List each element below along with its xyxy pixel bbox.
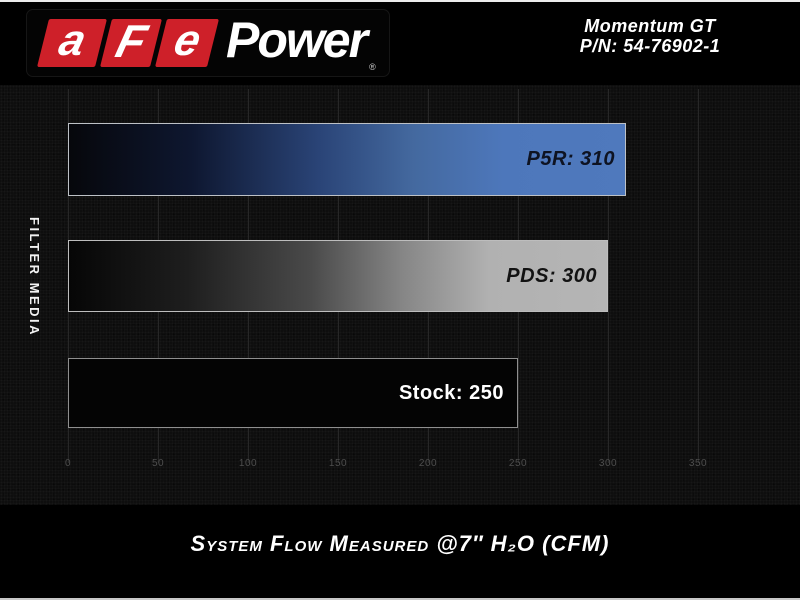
- product-info: Momentum GT P/N: 54-76902-1: [520, 16, 780, 56]
- logo-letter-a: a: [54, 16, 91, 65]
- gridline: [698, 89, 699, 463]
- footer: System Flow Measured @7″ H₂O (CFM): [0, 505, 800, 600]
- gridline: [608, 89, 609, 463]
- x-axis-ticks: 0 50 100 150 200 250 300 350: [64, 458, 768, 474]
- chart-caption: System Flow Measured @7″ H₂O (CFM): [190, 531, 610, 556]
- logo-letter-e: e: [169, 16, 206, 65]
- x-tick-label: 200: [418, 458, 438, 469]
- bar-label-p5r: P5R: 310: [526, 148, 615, 170]
- bar-label-pds: PDS: 300: [506, 264, 597, 287]
- x-tick-label: 350: [688, 458, 708, 469]
- plot-area: P5R: 310 PDS: 300 Stock: 250 0 50 100 150 20…: [64, 85, 768, 505]
- logo-power-text: Power: [226, 12, 368, 68]
- logo-red-segment: a: [37, 16, 107, 67]
- top-edge-line: [0, 0, 800, 2]
- bottom-edge-line: [0, 598, 800, 600]
- logo-letter-f: F: [110, 15, 153, 67]
- afe-power-logo: a F e Power ®: [26, 9, 390, 77]
- registered-trademark-icon: ®: [369, 62, 376, 72]
- bar-p5r: P5R: 310: [68, 123, 626, 196]
- x-tick-label: 250: [508, 458, 528, 469]
- flow-bar-chart: P5R: 310 PDS: 300 Stock: 250 0 50 100 150 20…: [0, 85, 800, 505]
- logo-red-segment: e: [155, 16, 219, 67]
- y-axis-label: FILTER MEDIA: [27, 217, 42, 338]
- product-name: Momentum GT: [584, 16, 716, 36]
- logo-red-segment: F: [100, 15, 162, 67]
- x-tick-label: 150: [328, 458, 348, 469]
- bar-pds: PDS: 300: [68, 240, 608, 312]
- x-tick-label: 50: [151, 458, 165, 469]
- x-tick-label: 300: [598, 458, 618, 469]
- bar-label-stock: Stock: 250: [398, 381, 504, 404]
- x-tick-label: 0: [64, 458, 72, 469]
- header: a F e Power ® Momentum GT P/N: 54-76902-…: [0, 0, 800, 85]
- part-number: P/N: 54-76902-1: [579, 36, 721, 56]
- x-tick-label: 100: [238, 458, 258, 469]
- bar-stock: Stock: 250: [68, 358, 518, 428]
